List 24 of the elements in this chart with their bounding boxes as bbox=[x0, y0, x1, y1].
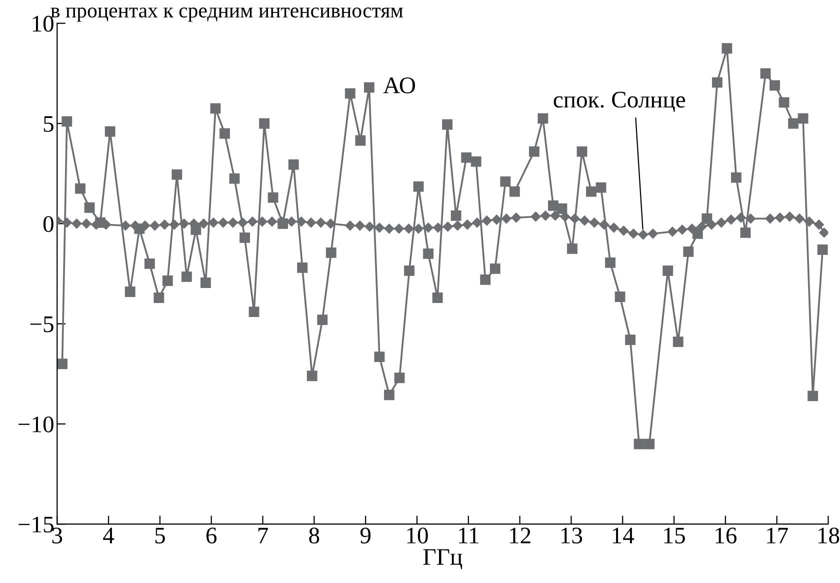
y-tick-label: −15 bbox=[18, 516, 54, 533]
y-tick-label: −5 bbox=[30, 316, 54, 332]
x-tick-label: 12 bbox=[510, 528, 530, 544]
x-axis-title: ГГц bbox=[423, 549, 462, 570]
x-tick-label: 13 bbox=[561, 528, 582, 544]
x-tick-label: 9 bbox=[360, 528, 371, 544]
annotation: АО bbox=[383, 77, 416, 94]
y-tick-label: −10 bbox=[18, 416, 54, 432]
annotation: спок. Солнце bbox=[554, 92, 686, 112]
x-tick-label: 6 bbox=[206, 528, 217, 544]
x-tick-label: 3 bbox=[52, 528, 62, 544]
x-tick-label: 10 bbox=[407, 528, 428, 544]
x-tick-label: 15 bbox=[664, 528, 685, 544]
x-tick-label: 18 bbox=[818, 528, 840, 544]
x-tick-label: 16 bbox=[716, 528, 737, 544]
x-tick-label: 7 bbox=[258, 528, 268, 544]
x-tick-label: 11 bbox=[459, 528, 478, 544]
x-tick-label: 17 bbox=[767, 528, 788, 544]
x-tick-label: 5 bbox=[155, 528, 165, 544]
y-tick-label: 5 bbox=[44, 116, 54, 132]
x-tick-label: 4 bbox=[103, 528, 114, 544]
x-tick-label: 14 bbox=[612, 528, 634, 544]
y-tick-label: 0 bbox=[43, 216, 54, 232]
x-tick-label: 8 bbox=[309, 528, 320, 544]
